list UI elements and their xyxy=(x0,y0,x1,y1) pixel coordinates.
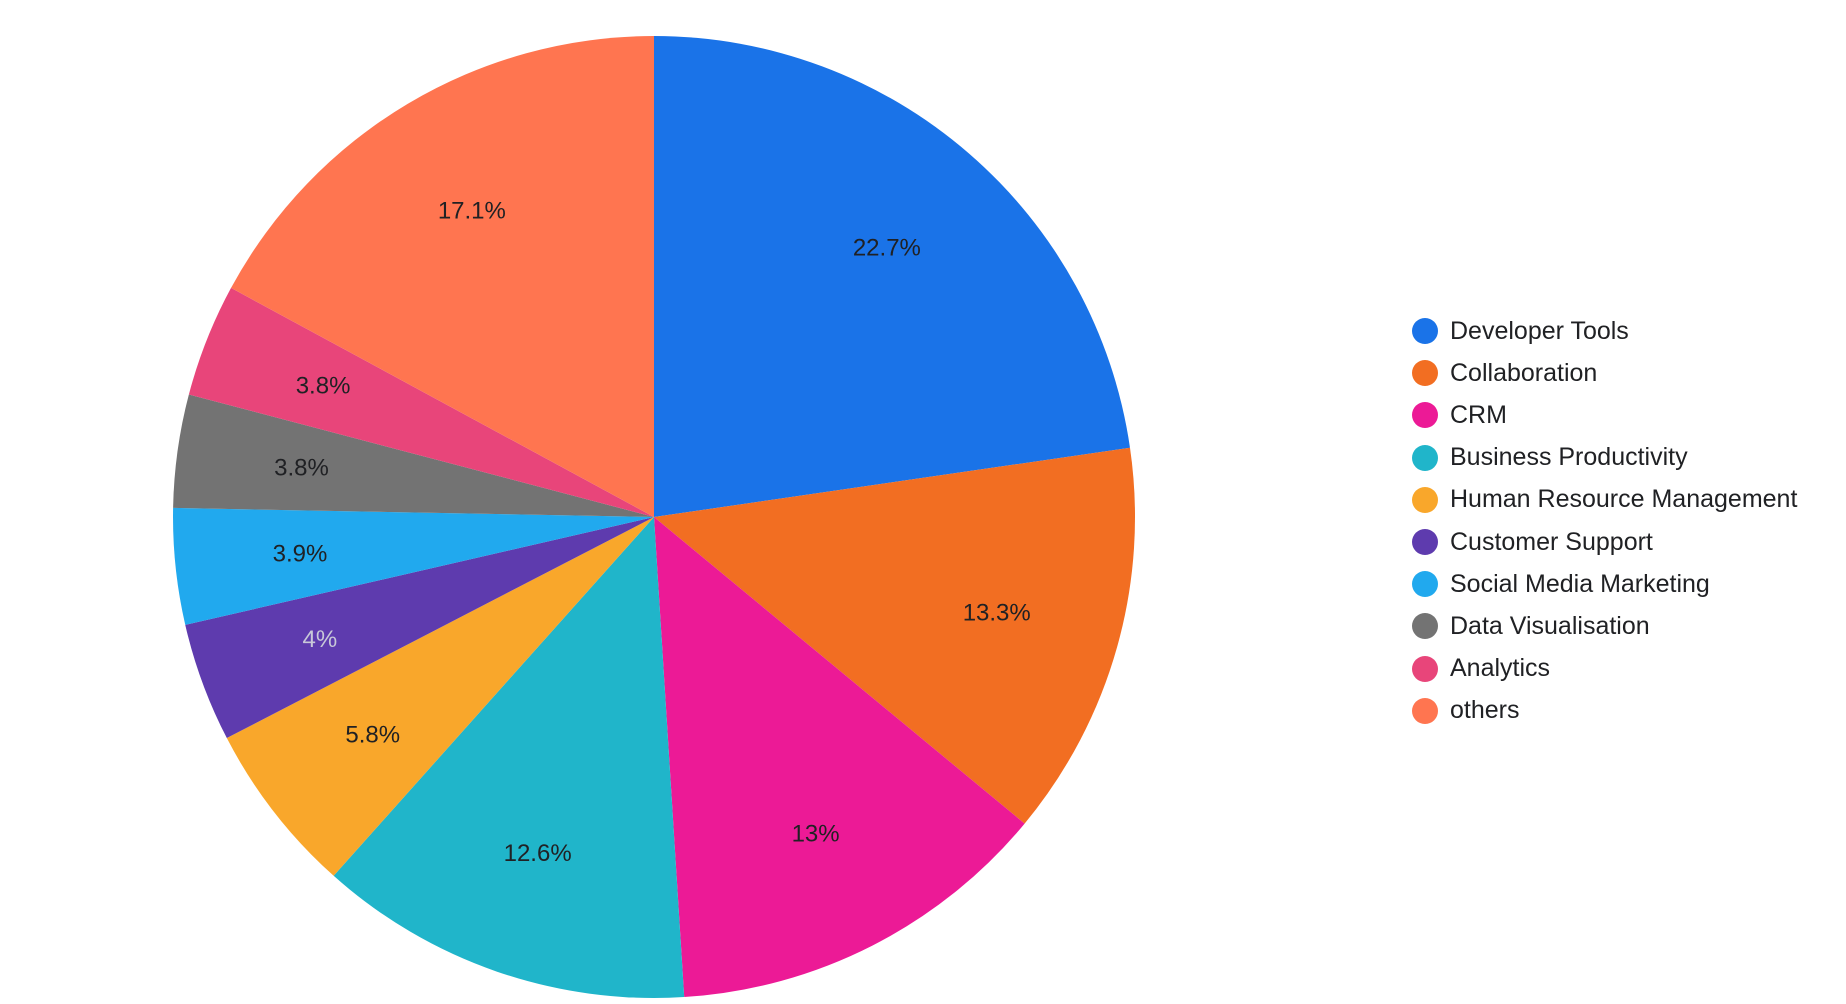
legend-swatch-human-resource-management xyxy=(1412,486,1438,513)
legend-label-data-visualisation: Data Visualisation xyxy=(1450,611,1650,640)
legend-swatch-crm xyxy=(1412,402,1438,429)
legend-item-human-resource-management[interactable]: Human Resource Management xyxy=(1412,479,1832,521)
pie-slice-data-visualisation[interactable] xyxy=(173,394,654,517)
slice-label-business-productivity: 12.6% xyxy=(504,840,572,867)
pie-slice-developer-tools[interactable] xyxy=(654,36,1130,517)
slice-label-human-resource-management: 5.8% xyxy=(345,722,400,749)
legend-swatch-social-media-marketing xyxy=(1412,571,1438,598)
pie-slices xyxy=(173,36,1136,998)
legend-item-analytics[interactable]: Analytics xyxy=(1412,648,1832,690)
pie-slice-customer-support[interactable] xyxy=(185,517,654,739)
slice-label-others: 17.1% xyxy=(438,198,506,225)
pie-slice-collaboration[interactable] xyxy=(654,447,1136,824)
legend-label-collaboration: Collaboration xyxy=(1450,358,1598,387)
legend-label-business-productivity: Business Productivity xyxy=(1450,443,1688,472)
legend-item-social-media-marketing[interactable]: Social Media Marketing xyxy=(1412,563,1832,605)
chart-legend: Developer Tools Collaboration CRM Business … xyxy=(1412,310,1832,732)
slice-label-social-media-marketing: 3.9% xyxy=(273,540,328,567)
legend-label-social-media-marketing: Social Media Marketing xyxy=(1450,569,1710,598)
pie-slice-others[interactable] xyxy=(231,36,655,517)
slice-label-data-visualisation: 3.8% xyxy=(274,454,329,481)
legend-swatch-collaboration xyxy=(1412,360,1438,387)
legend-swatch-business-productivity xyxy=(1412,444,1438,471)
legend-swatch-customer-support xyxy=(1412,529,1438,556)
legend-swatch-developer-tools xyxy=(1412,318,1438,345)
legend-item-developer-tools[interactable]: Developer Tools xyxy=(1412,310,1832,352)
slice-label-analytics: 3.8% xyxy=(296,372,351,399)
slice-label-customer-support: 4% xyxy=(303,626,338,653)
slice-label-crm: 13% xyxy=(792,821,840,848)
legend-swatch-others xyxy=(1412,697,1438,724)
pie-slice-crm[interactable] xyxy=(654,517,1025,998)
slice-label-collaboration: 13.3% xyxy=(963,600,1031,627)
legend-swatch-analytics xyxy=(1412,655,1438,682)
legend-item-data-visualisation[interactable]: Data Visualisation xyxy=(1412,605,1832,647)
legend-item-crm[interactable]: CRM xyxy=(1412,394,1832,436)
legend-swatch-data-visualisation xyxy=(1412,613,1438,640)
legend-item-collaboration[interactable]: Collaboration xyxy=(1412,352,1832,394)
pie-slice-business-productivity[interactable] xyxy=(333,517,685,998)
legend-item-others[interactable]: others xyxy=(1412,690,1832,732)
legend-label-human-resource-management: Human Resource Management xyxy=(1450,485,1798,514)
pie-slice-social-media-marketing[interactable] xyxy=(173,507,654,625)
legend-label-crm: CRM xyxy=(1450,400,1507,429)
legend-label-analytics: Analytics xyxy=(1450,654,1551,683)
pie-slice-human-resource-management[interactable] xyxy=(226,517,654,876)
legend-label-others: others xyxy=(1450,696,1520,725)
pie-slice-analytics[interactable] xyxy=(188,287,654,517)
legend-item-business-productivity[interactable]: Business Productivity xyxy=(1412,437,1832,479)
legend-item-customer-support[interactable]: Customer Support xyxy=(1412,521,1832,563)
slice-label-developer-tools: 22.7% xyxy=(853,234,921,261)
legend-label-developer-tools: Developer Tools xyxy=(1450,316,1629,345)
pie-slice-labels: 22.7% 13.3% 13% 12.6% 5.8% 4% 3.9% 3.8% 3.8% 17.1… xyxy=(273,198,1031,867)
legend-label-customer-support: Customer Support xyxy=(1450,527,1653,556)
